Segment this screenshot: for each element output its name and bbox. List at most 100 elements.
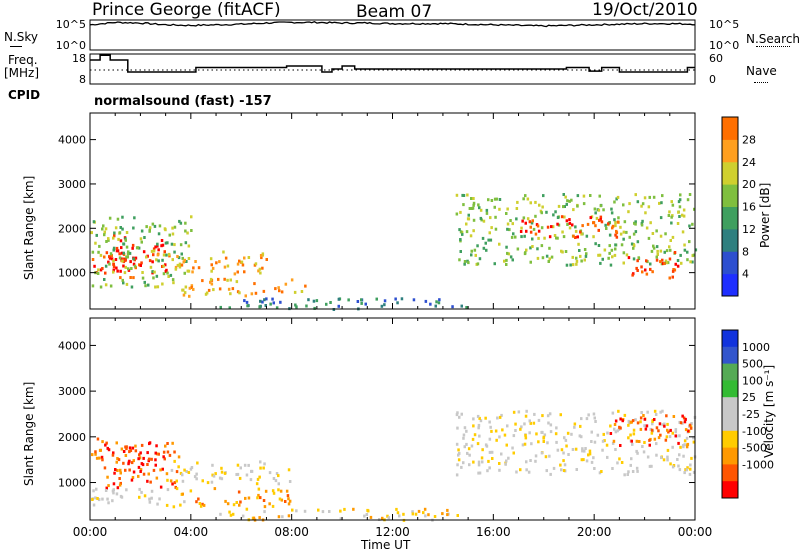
power-panel-cell	[582, 202, 586, 206]
power-panel-cell	[226, 278, 229, 282]
power-panel-cell	[599, 215, 603, 219]
velocity-panel-cell	[441, 512, 444, 516]
velocity-panel-cell	[643, 417, 647, 421]
velocity-panel-cell	[648, 464, 652, 468]
velocity-panel-cell	[115, 460, 118, 464]
power-panel-cell	[133, 264, 137, 268]
power-panel-cell	[112, 268, 115, 272]
velocity-panel-cell	[462, 436, 465, 440]
velocity-panel-cell	[609, 424, 612, 428]
power-panel-cell	[556, 222, 559, 226]
power-panel-cell	[194, 260, 197, 263]
power-panel-cell	[337, 297, 341, 301]
power-panel-cell	[541, 256, 545, 260]
power-panel-cell	[304, 284, 307, 288]
power-colorbar-swatch	[722, 184, 738, 207]
power-panel-cell	[575, 262, 578, 266]
velocity-panel-cell	[259, 466, 262, 470]
power-panel-cell	[628, 235, 631, 239]
velocity-panel-cell	[512, 451, 515, 455]
velocity-panel-cell	[563, 436, 566, 440]
power-panel-cell	[176, 263, 180, 267]
power-panel-cell	[118, 256, 122, 260]
power-panel-cell	[108, 256, 112, 260]
velocity-panel-cell	[286, 494, 290, 498]
power-panel-cell	[380, 304, 384, 308]
power-panel-cell	[506, 227, 509, 231]
velocity-panel-cell	[537, 440, 540, 444]
velocity-panel-cell	[245, 507, 249, 511]
velocity-panel-cell	[124, 454, 128, 457]
velocity-panel-cell	[639, 416, 643, 420]
velocity-panel-cell	[284, 500, 287, 503]
power-panel-cell	[459, 238, 462, 241]
power-panel-cell	[640, 204, 643, 208]
velocity-panel-cell	[596, 433, 600, 437]
power-panel-cell	[139, 237, 143, 241]
velocity-panel-cell	[533, 412, 536, 416]
power-panel-cell	[545, 254, 549, 258]
power-panel-cell	[174, 267, 178, 271]
power-panel-cell	[689, 260, 692, 264]
velocity-colorbar-tick-label: 500	[742, 358, 763, 371]
velocity-panel-cell	[506, 424, 509, 428]
power-panel-cell	[235, 280, 239, 284]
power-panel-cell	[165, 253, 168, 257]
power-panel-cell	[524, 194, 527, 198]
velocity-panel-cell	[580, 435, 583, 439]
velocity-panel-cell	[562, 459, 565, 463]
velocity-panel-cell	[396, 511, 400, 515]
velocity-panel-cell	[249, 478, 253, 482]
velocity-panel-cell	[183, 500, 186, 504]
power-panel-cell	[124, 258, 127, 262]
power-panel-cell	[637, 256, 640, 260]
velocity-panel-cell	[239, 466, 242, 470]
power-panel-cell	[667, 214, 671, 217]
velocity-panel-cell	[671, 431, 674, 435]
velocity-panel-cell	[627, 470, 630, 474]
velocity-panel-cell	[107, 448, 111, 452]
velocity-panel-cell	[632, 432, 636, 436]
power-panel-cell	[592, 221, 595, 225]
power-panel-cell	[162, 253, 166, 257]
velocity-panel-cell	[142, 456, 145, 460]
velocity-panel-cell	[555, 440, 558, 444]
velocity-panel-cell	[685, 436, 689, 440]
power-panel-cell	[197, 266, 201, 270]
power-panel-cell	[511, 222, 514, 226]
velocity-colorbar-swatch	[722, 330, 738, 348]
power-panel-cell	[96, 272, 100, 275]
power-panel-cell	[668, 276, 671, 280]
power-panel-cell	[396, 301, 399, 305]
power-panel-cell	[184, 221, 187, 225]
velocity-panel-cell	[411, 510, 414, 514]
power-panel-cell	[143, 236, 146, 239]
power-panel-cell	[655, 229, 658, 233]
power-panel-cell	[122, 242, 126, 246]
power-panel-cell	[647, 205, 651, 209]
power-colorbar-tick-label: 20	[742, 178, 756, 191]
velocity-panel-cell	[514, 422, 517, 426]
power-panel-cell	[604, 223, 607, 227]
power-panel-cell	[153, 270, 156, 274]
velocity-panel-cell	[668, 435, 672, 439]
velocity-panel-cell	[91, 498, 94, 501]
power-panel-cell	[236, 290, 240, 294]
power-panel-cell	[114, 226, 118, 230]
power-panel-cell	[598, 253, 602, 257]
power-panel-cell	[659, 260, 662, 264]
power-panel-cell	[280, 290, 284, 294]
velocity-panel-cell	[256, 496, 259, 500]
velocity-panel-cell	[573, 422, 577, 426]
power-panel-cell	[103, 278, 106, 281]
power-panel-cell	[614, 243, 617, 247]
power-panel-cell	[167, 252, 171, 256]
power-panel-cell	[229, 278, 232, 282]
power-panel-cell	[583, 258, 586, 262]
velocity-panel-cell	[166, 442, 169, 445]
power-panel-cell	[177, 256, 181, 260]
power-panel-cell	[650, 249, 654, 253]
power-panel-cell	[514, 235, 517, 239]
power-panel-cell	[178, 262, 182, 266]
power-panel-cell	[458, 258, 461, 262]
